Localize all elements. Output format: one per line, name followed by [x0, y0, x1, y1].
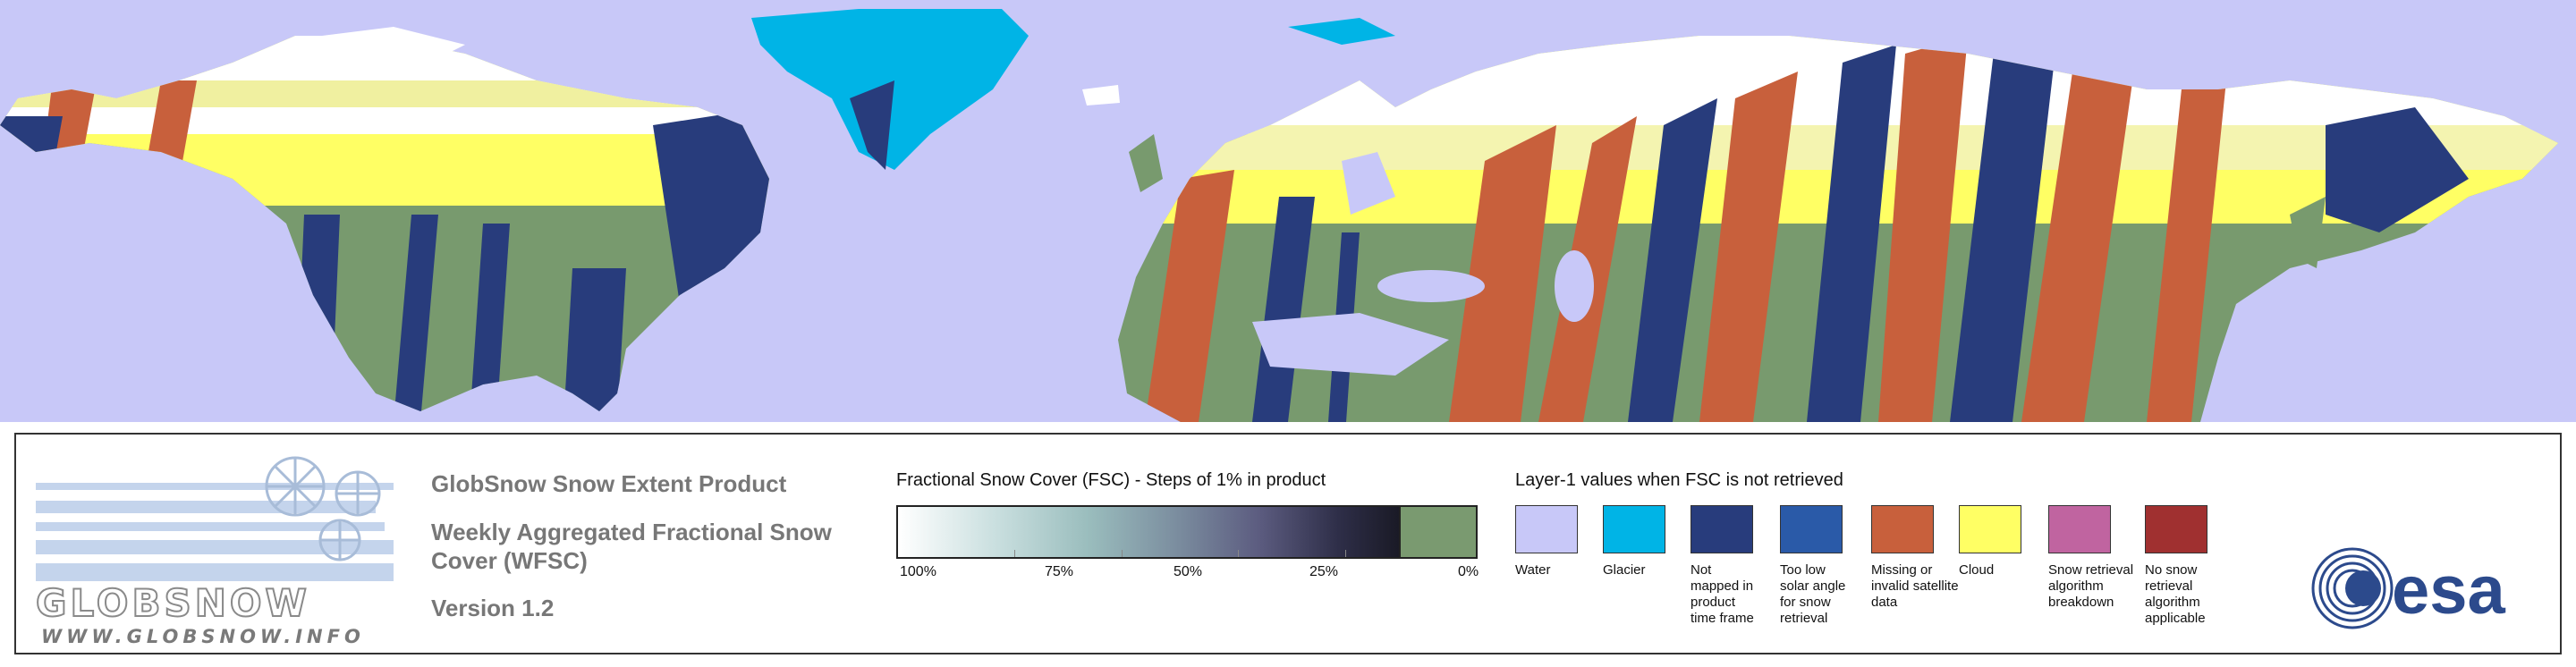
swatch — [1690, 505, 1753, 553]
globsnow-url: WWW.GLOBSNOW.INFO — [41, 626, 365, 647]
swatch-label: Too low solar angle for snow retrieval — [1780, 562, 1846, 626]
swatch — [2048, 505, 2111, 553]
iceland — [1082, 85, 1120, 106]
fsc-tick-label: 0% — [1458, 564, 1479, 579]
swatch — [2145, 505, 2207, 553]
product-title-block: GlobSnow Snow Extent Product Weekly Aggr… — [431, 470, 896, 622]
layer1-swatch-row: Water Glacier Not mapped in product time… — [1515, 505, 2320, 666]
north-america-landmass — [0, 36, 769, 411]
esa-wordmark: esa — [2392, 553, 2506, 629]
legend-item-cloud: Cloud — [1959, 505, 2048, 578]
swatch — [1959, 505, 2021, 553]
legend-item-algorithm-breakdown: Snow retrieval algorithm breakdown — [2048, 505, 2138, 611]
svalbard — [1288, 18, 1395, 45]
legend-item-water: Water — [1515, 505, 1605, 578]
esa-globe-core — [2345, 570, 2381, 606]
baltic-sea — [1342, 152, 1395, 215]
map-svg — [0, 9, 2558, 422]
swatch — [1515, 505, 1578, 553]
product-subtitle: Weekly Aggregated Fractional Snow Cover … — [431, 519, 832, 574]
legend-item-low-solar-angle: Too low solar angle for snow retrieval — [1780, 505, 1869, 627]
legend-item-not-mapped: Not mapped in product time frame — [1690, 505, 1780, 627]
swatch-label: Water — [1515, 562, 1551, 578]
legend-panel: GLOBSNOW WWW.GLOBSNOW.INFO GlobSnow Snow… — [14, 433, 2562, 654]
fsc-tick-label: 75% — [1045, 564, 1074, 579]
japan — [2290, 197, 2326, 268]
fsc-color-ramp — [896, 505, 1478, 559]
product-title: GlobSnow Snow Extent Product — [431, 470, 787, 497]
swatch — [1603, 505, 1665, 553]
british-isles — [1129, 134, 1163, 192]
fsc-zero-swatch — [1399, 507, 1476, 557]
swatch-label: Not mapped in product time frame — [1690, 562, 1754, 626]
swatch — [1871, 505, 1934, 553]
esa-logo-graphic: esa — [2311, 547, 2506, 629]
greenland-unmapped-strip — [850, 80, 894, 170]
fsc-tick-labels: 100% 75% 50% 25% 0% — [896, 564, 1479, 586]
swatch-label: Cloud — [1959, 562, 1995, 578]
swatch — [1780, 505, 1843, 553]
snowflake-icon — [265, 456, 381, 561]
swatch-label: Missing or invalid satellite data — [1871, 562, 1959, 610]
fsc-legend: Fractional Snow Cover (FSC) - Steps of 1… — [896, 470, 1496, 586]
caspian-sea — [1555, 250, 1594, 322]
arctic-islands — [322, 27, 465, 63]
fsc-tick-label: 100% — [900, 564, 936, 579]
legend-item-missing-data: Missing or invalid satellite data — [1871, 505, 1961, 611]
layer1-legend: Layer-1 values when FSC is not retrieved… — [1515, 470, 2320, 666]
globsnow-logo: GLOBSNOW WWW.GLOBSNOW.INFO — [35, 451, 411, 647]
product-version: Version 1.2 — [431, 595, 555, 621]
esa-logo: esa — [2306, 542, 2556, 631]
swatch-label: Glacier — [1603, 562, 1646, 578]
fsc-tick-label: 50% — [1174, 564, 1203, 579]
layer1-legend-caption: Layer-1 values when FSC is not retrieved — [1515, 470, 1843, 490]
fsc-gradient — [898, 507, 1399, 557]
globsnow-wordmark: GLOBSNOW — [36, 581, 310, 621]
swatch-label: Snow retrieval algorithm breakdown — [2048, 562, 2134, 610]
fsc-legend-caption: Fractional Snow Cover (FSC) - Steps of 1… — [896, 470, 1326, 490]
mediterranean-sea — [1252, 313, 1449, 376]
legend-item-no-algorithm: No snow retrieval algorithm applicable — [2145, 505, 2234, 627]
legend-item-glacier: Glacier — [1603, 505, 1692, 578]
fsc-tick-label: 25% — [1309, 564, 1339, 579]
swatch-label: No snow retrieval algorithm applicable — [2145, 562, 2206, 626]
snow-cover-map — [0, 0, 2576, 422]
black-sea — [1377, 270, 1485, 302]
globsnow-logo-graphic: GLOBSNOW — [35, 456, 394, 626]
